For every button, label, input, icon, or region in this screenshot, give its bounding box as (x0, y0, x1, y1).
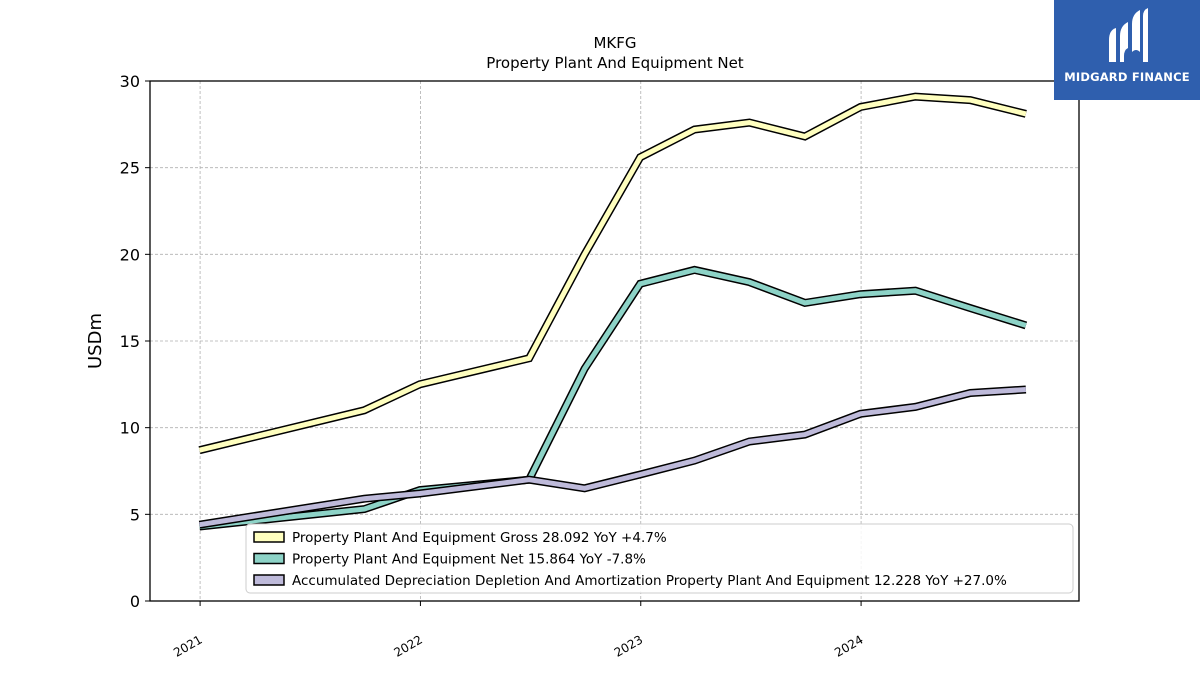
series-line-outline (198, 92, 1027, 455)
y-tick-label: 30 (120, 72, 140, 91)
plot-frame (149, 80, 1080, 602)
x-tick-label: 2024 (832, 632, 865, 659)
series-line-1 (198, 94, 1027, 453)
legend-label: Property Plant And Equipment Net 15.864 … (292, 552, 646, 568)
legend-label: Property Plant And Equipment Gross 28.09… (292, 530, 667, 546)
y-tick-label: 0 (130, 592, 140, 611)
series-line-3 (199, 387, 1027, 528)
chart-subtitle: Property Plant And Equipment Net (486, 54, 743, 72)
x-tick-label: 2023 (612, 632, 645, 659)
y-tick-label: 20 (120, 245, 140, 264)
brand-logo: MIDGARD FINANCE (1054, 0, 1200, 100)
y-tick-label: 10 (120, 419, 140, 438)
y-tick-label: 25 (120, 159, 140, 178)
x-tick-label: 2021 (171, 632, 204, 659)
brand-name: MIDGARD FINANCE (1064, 70, 1190, 84)
legend-swatch (253, 552, 285, 565)
legend: Property Plant And Equipment Gross 28.09… (245, 523, 1074, 594)
legend-swatch (253, 574, 285, 586)
series-lines (198, 92, 1028, 531)
x-tick-label: 2022 (391, 632, 424, 659)
legend-label: Accumulated Depreciation Depletion And A… (292, 573, 1007, 589)
y-tick-label: 15 (120, 332, 140, 351)
series-line-outline (199, 265, 1028, 531)
grid (150, 80, 1079, 602)
legend-box (245, 523, 1074, 594)
y-axis-label: USDm (85, 313, 106, 369)
legend-swatch (253, 531, 285, 543)
chart-title: MKFG (593, 34, 636, 52)
midgard-logo-icon (1109, 8, 1148, 62)
y-tick-label: 5 (130, 505, 140, 524)
series-line-2 (199, 267, 1027, 529)
